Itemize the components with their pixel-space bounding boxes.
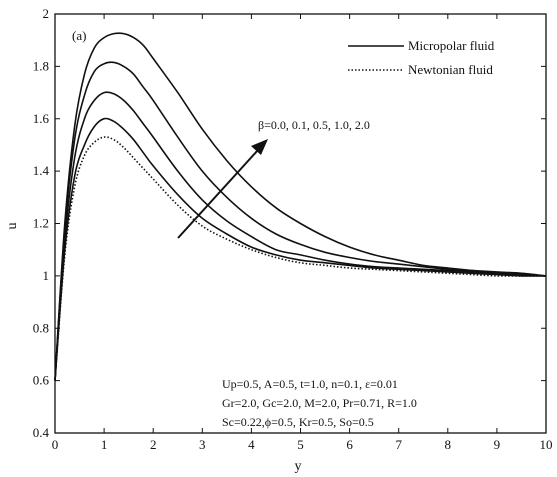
- arrow-shaft: [177, 149, 259, 239]
- y-tick-label: 1: [43, 268, 50, 283]
- micropolar-series-line-3: [54, 61, 547, 381]
- x-tick-label: 6: [346, 437, 353, 452]
- beta-arrow: [177, 139, 268, 239]
- x-axis-label: y: [295, 459, 302, 474]
- panel-tag: (a): [72, 28, 86, 43]
- y-tick-label: 0.8: [33, 320, 49, 335]
- x-tick-label: 4: [248, 437, 255, 452]
- parameter-line-2: Gr=2.0, Gc=2.0, M=2.0, Pr=0.71, R=1.0: [222, 396, 417, 410]
- x-tick-label: 1: [101, 437, 108, 452]
- x-tick-label: 8: [445, 437, 452, 452]
- y-tick-label: 0.4: [33, 425, 50, 440]
- x-tick-label: 2: [150, 437, 157, 452]
- arrow-label: β=0.0, 0.1, 0.5, 1.0, 2.0: [258, 118, 370, 132]
- micropolar-series-line-1: [54, 117, 547, 381]
- x-tick-label: 10: [540, 437, 553, 452]
- y-tick-label: 1.6: [33, 111, 50, 126]
- parameter-line-1: Up=0.5, A=0.5, t=1.0, n=0.1, ε=0.01: [222, 377, 398, 391]
- micropolar-series-line-4: [54, 32, 547, 381]
- x-tick-label: 9: [494, 437, 501, 452]
- ticks: 0 1 2 3 4 5 6 7 8 9 10 0.4 0.6 0.8 1 1.2 1.4 1.6 1.8 2: [33, 6, 553, 452]
- y-tick-label: 1.4: [33, 163, 50, 178]
- arrow-head: [251, 139, 268, 155]
- x-tick-label: 0: [52, 437, 59, 452]
- y-tick-label: 1.2: [33, 216, 49, 231]
- parameter-block: Up=0.5, A=0.5, t=1.0, n=0.1, ε=0.01 Gr=2…: [222, 377, 417, 429]
- series-lines: [54, 32, 547, 381]
- y-axis-label: u: [5, 223, 20, 230]
- parameter-line-3: Sc=0.22,ϕ=0.5, Kr=0.5, So=0.5: [222, 415, 374, 429]
- x-tick-label: 5: [297, 437, 304, 452]
- x-tick-label: 7: [395, 437, 402, 452]
- legend-solid-label: Micropolar fluid: [408, 38, 495, 53]
- x-tick-label: 3: [199, 437, 206, 452]
- y-tick-label: 0.6: [33, 373, 50, 388]
- legend-dotted-label: Newtonian fluid: [408, 62, 493, 77]
- micropolar-series-line-2: [54, 91, 547, 381]
- y-tick-label: 2: [43, 6, 50, 21]
- newtonian-series-line: [54, 136, 546, 381]
- y-tick-label: 1.8: [33, 58, 49, 73]
- legend: Micropolar fluid Newtonian fluid: [348, 38, 495, 77]
